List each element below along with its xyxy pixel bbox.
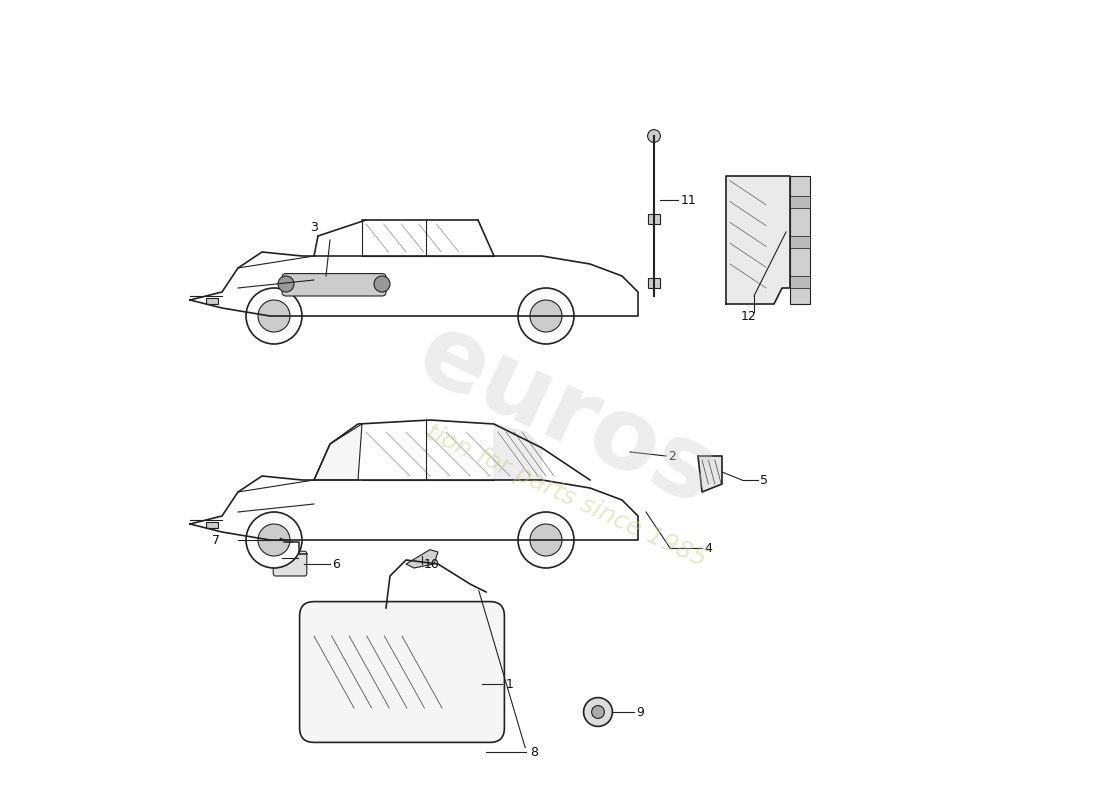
Circle shape [592,706,604,718]
Circle shape [246,288,302,344]
Circle shape [518,288,574,344]
Bar [206,298,218,304]
Text: 8: 8 [530,746,538,758]
Circle shape [530,300,562,332]
FancyBboxPatch shape [282,274,386,296]
Circle shape [374,276,390,292]
Text: 1: 1 [506,678,514,690]
Polygon shape [314,424,362,480]
Text: 4: 4 [704,542,713,554]
Text: 9: 9 [637,706,645,718]
Bar [790,196,810,208]
Bar [790,176,810,304]
Text: 3: 3 [310,222,318,234]
Bar [790,236,810,248]
FancyBboxPatch shape [273,551,307,576]
Bar [648,278,660,288]
Text: tion for parts since 1985: tion for parts since 1985 [422,420,711,572]
Circle shape [648,130,660,142]
Circle shape [246,512,302,568]
Circle shape [584,698,613,726]
Circle shape [530,524,562,556]
Polygon shape [698,456,722,492]
Circle shape [518,512,574,568]
Text: 12: 12 [740,310,757,322]
Bar [648,214,660,224]
Polygon shape [726,176,790,304]
Text: 2: 2 [669,450,676,462]
Circle shape [258,300,290,332]
Text: 7: 7 [212,534,220,546]
FancyBboxPatch shape [299,602,505,742]
Text: 11: 11 [681,194,696,206]
Bar [790,276,810,288]
Text: euros: euros [403,305,730,527]
Text: 5: 5 [760,474,769,486]
Circle shape [278,276,294,292]
Polygon shape [494,424,542,480]
Text: 10: 10 [424,558,440,570]
Circle shape [258,524,290,556]
Text: 6: 6 [332,558,340,570]
Bar [206,522,218,528]
Polygon shape [406,550,438,568]
